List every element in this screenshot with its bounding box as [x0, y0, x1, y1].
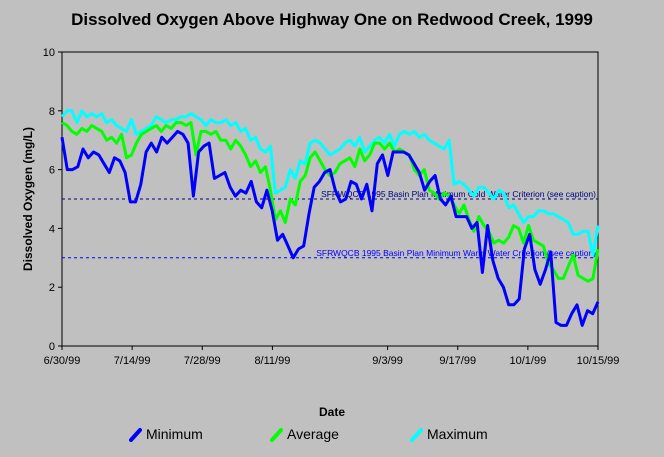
y-tick-label: 6: [49, 165, 55, 177]
y-tick-label: 10: [43, 47, 55, 59]
series-line-maximum: [60, 109, 600, 257]
reference-lines: SFRWQCB 1995 Basin Plan Minimum Cold Wat…: [62, 189, 598, 259]
y-tick-label: 8: [49, 106, 55, 118]
x-tick-label: 6/30/99: [44, 355, 81, 367]
y-axis: 0 2 4 6 8 10: [43, 47, 62, 353]
x-tick-label: 10/15/99: [577, 355, 620, 367]
y-tick-label: 0: [49, 341, 55, 353]
x-tick-label: 7/14/99: [114, 355, 151, 367]
x-tick-label: 8/11/99: [254, 355, 290, 367]
x-tick-label: 9/17/99: [439, 355, 476, 367]
legend-label-maximum: Maximum: [427, 426, 488, 442]
reference-line-label: SFRWQCB 1995 Basin Plan Minimum Cold Wat…: [321, 189, 596, 199]
reference-line-label: SFRWQCB 1995 Basin Plan Minimum Warm Wat…: [316, 248, 596, 258]
y-axis-label: Dissolved Oxygen (mg/L): [21, 126, 35, 272]
series-line-minimum: [60, 129, 600, 327]
x-axis-label: Date: [318, 405, 345, 419]
y-tick-label: 4: [49, 223, 55, 235]
legend-swatch-minimum: [129, 428, 142, 442]
x-tick-label: 7/28/99: [184, 355, 221, 367]
chart-title: Dissolved Oxygen Above Highway One on Re…: [71, 10, 593, 29]
x-tick-label: 10/1/99: [510, 355, 547, 367]
legend-swatch-average: [270, 428, 283, 442]
legend-label-average: Average: [287, 426, 339, 442]
legend-label-minimum: Minimum: [146, 426, 203, 442]
x-tick-label: 9/3/99: [372, 355, 403, 367]
x-axis: 6/30/99 7/14/99 7/28/99 8/11/99 9/3/99 9/17/9…: [44, 346, 620, 367]
series-lines: [60, 109, 600, 327]
y-tick-label: 2: [49, 282, 55, 294]
legend-swatch-maximum: [410, 428, 423, 442]
